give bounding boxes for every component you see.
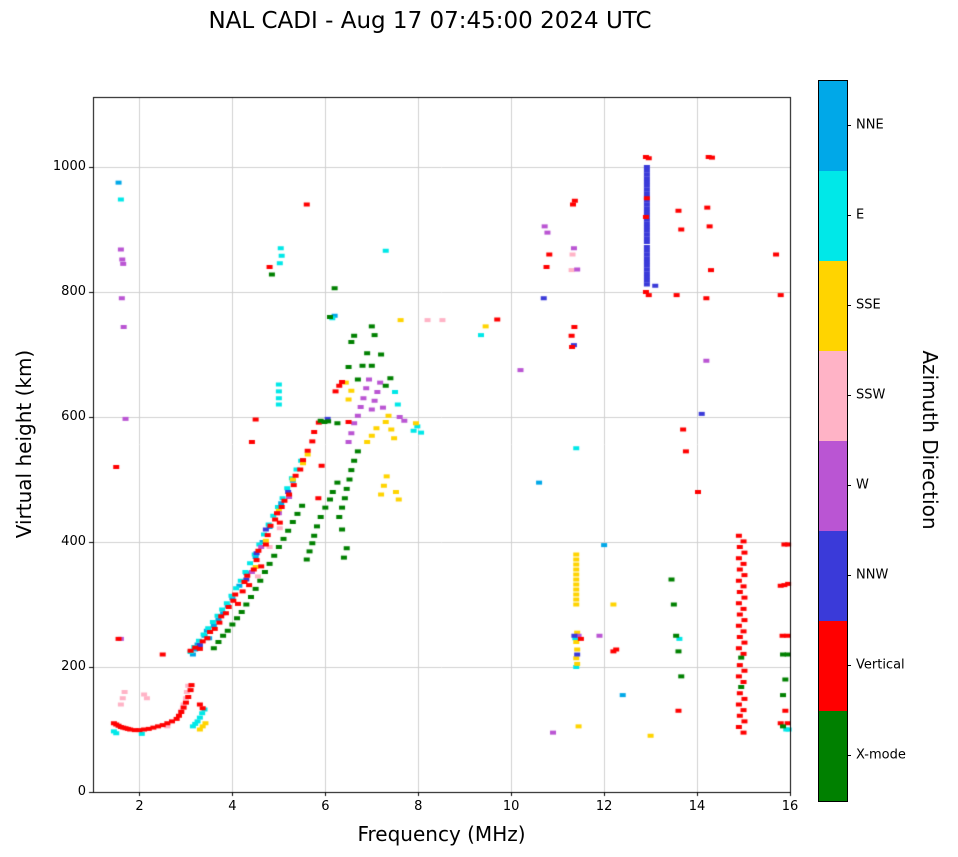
colorbar-label-vertical: Vertical (856, 657, 905, 673)
colorbar-segment-nne (819, 81, 847, 171)
colorbar-tick (847, 305, 851, 306)
chart-title: NAL CADI - Aug 17 07:45:00 2024 UTC (208, 8, 652, 34)
colorbar-segment-w (819, 441, 847, 531)
azimuth-colorbar (818, 80, 848, 802)
colorbar-tick (847, 485, 851, 486)
colorbar-segment-x-mode (819, 711, 847, 801)
colorbar-label-ssw: SSW (856, 387, 886, 403)
y-tick-label: 200 (61, 659, 86, 674)
colorbar-segment-sse (819, 261, 847, 351)
colorbar-label-nnw: NNW (856, 567, 889, 583)
x-tick-label: 4 (228, 799, 237, 814)
colorbar-label-sse: SSE (856, 297, 881, 313)
y-tick-label: 600 (61, 409, 86, 424)
y-tick-label: 0 (77, 784, 86, 799)
x-tick-label: 6 (321, 799, 330, 814)
x-tick-label: 8 (414, 799, 423, 814)
x-axis-label: Frequency (MHz) (357, 822, 526, 846)
colorbar-tick (847, 395, 851, 396)
colorbar-segment-nnw (819, 531, 847, 621)
colorbar-tick (847, 125, 851, 126)
x-tick-label: 14 (688, 799, 706, 814)
y-axis-label: Virtual height (km) (12, 349, 36, 539)
colorbar-axis-label: Azimuth Direction (918, 350, 942, 530)
colorbar-tick (847, 575, 851, 576)
y-tick-label: 1000 (52, 159, 86, 174)
colorbar-segment-ssw (819, 351, 847, 441)
y-tick-label: 800 (61, 284, 86, 299)
colorbar-tick (847, 215, 851, 216)
x-tick-label: 10 (502, 799, 520, 814)
x-tick-label: 16 (781, 799, 799, 814)
colorbar-label-w: W (856, 477, 869, 493)
x-tick-label: 12 (595, 799, 613, 814)
colorbar-tick (847, 665, 851, 666)
colorbar-label-x-mode: X-mode (856, 747, 906, 763)
y-tick-label: 400 (61, 534, 86, 549)
colorbar-label-e: E (856, 207, 865, 223)
colorbar-segment-vertical (819, 621, 847, 711)
colorbar-segment-e (819, 171, 847, 261)
x-tick-label: 2 (135, 799, 144, 814)
colorbar-label-nne: NNE (856, 117, 884, 133)
colorbar-tick (847, 755, 851, 756)
